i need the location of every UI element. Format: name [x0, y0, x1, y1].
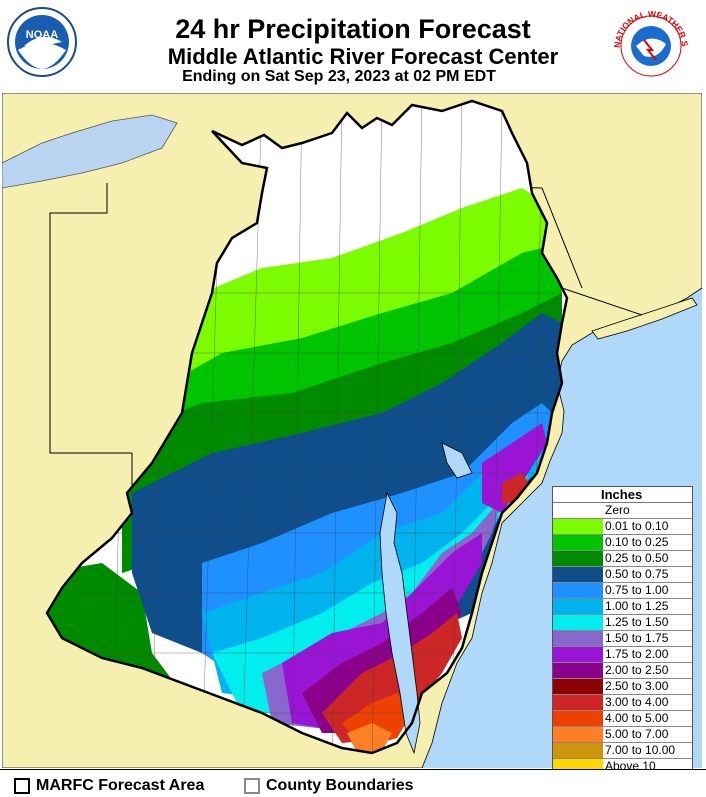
- legend-swatch: [553, 679, 603, 694]
- forecast-area-box-icon: [14, 778, 30, 794]
- legend-label: 2.50 to 3.00: [605, 679, 669, 693]
- legend-swatch: [553, 615, 603, 630]
- forecast-area-key: MARFC Forecast Area: [14, 777, 204, 795]
- legend-item: 7.00 to 10.00: [553, 742, 692, 758]
- legend-item: 5.00 to 7.00: [553, 726, 692, 742]
- legend-item: 0.10 to 0.25: [553, 534, 692, 550]
- legend-label: 5.00 to 7.00: [605, 727, 669, 741]
- legend-swatch: [553, 583, 603, 598]
- legend-item: 2.00 to 2.50: [553, 662, 692, 678]
- legend-label: 0.01 to 0.10: [605, 519, 669, 533]
- noaa-logo-icon: NOAA: [7, 7, 77, 77]
- map-canvas: [2, 93, 702, 768]
- legend-swatch: [553, 711, 603, 726]
- legend-label: 1.50 to 1.75: [605, 631, 669, 645]
- county-boundaries-label: County Boundaries: [266, 777, 414, 794]
- legend-item: 0.01 to 0.10: [553, 518, 692, 534]
- lake-ontario: [2, 114, 178, 189]
- legend-label: 7.00 to 10.00: [605, 743, 676, 757]
- legend-label: 0.50 to 0.75: [605, 567, 669, 581]
- noaa-logo-text: NOAA: [26, 29, 58, 41]
- legend-label: 0.10 to 0.25: [605, 535, 669, 549]
- long-island: [591, 297, 698, 340]
- forecast-area-label: MARFC Forecast Area: [36, 777, 205, 794]
- legend-swatch: [553, 663, 603, 678]
- legend-item: 3.00 to 4.00: [553, 694, 692, 710]
- precipitation-map: [2, 93, 702, 768]
- legend-item: 0.50 to 0.75: [553, 566, 692, 582]
- legend-item: 1.25 to 1.50: [553, 614, 692, 630]
- legend-label: 1.00 to 1.25: [605, 599, 669, 613]
- legend-swatch: [553, 567, 603, 582]
- legend-item: Zero: [553, 503, 692, 518]
- page-title: 24 hr Precipitation Forecast: [175, 14, 531, 44]
- legend-swatch: [553, 551, 603, 566]
- legend-item: 1.75 to 2.00: [553, 646, 692, 662]
- legend-label: Zero: [605, 503, 630, 517]
- legend-item: 0.75 to 1.00: [553, 582, 692, 598]
- legend-item: 0.25 to 0.50: [553, 550, 692, 566]
- legend-swatch: [553, 503, 603, 518]
- legend-item: 2.50 to 3.00: [553, 678, 692, 694]
- legend-label: 1.25 to 1.50: [605, 615, 669, 629]
- header: NOAA 24 hr Precipitation Forecast Middle…: [0, 0, 706, 92]
- legend-label: 0.25 to 0.50: [605, 551, 669, 565]
- bays: [379, 442, 473, 755]
- legend-swatch: [553, 631, 603, 646]
- marfc-outline: [45, 99, 569, 755]
- legend-label: 4.00 to 5.00: [605, 711, 669, 725]
- legend-swatch: [553, 647, 603, 662]
- county-boundaries: [62, 101, 562, 753]
- valid-time: Ending on Sat Sep 23, 2023 at 02 PM EDT: [182, 68, 496, 85]
- legend-label: 2.00 to 2.50: [605, 663, 669, 677]
- legend-label: 1.75 to 2.00: [605, 647, 669, 661]
- legend-swatch: [553, 743, 603, 758]
- legend-title: Inches: [553, 487, 692, 503]
- page-subtitle: Middle Atlantic River Forecast Center: [167, 44, 559, 69]
- legend-swatch: [553, 599, 603, 614]
- legend-label: 3.00 to 4.00: [605, 695, 669, 709]
- legend-item: 1.00 to 1.25: [553, 598, 692, 614]
- footer-key: MARFC Forecast Area County Boundaries: [0, 769, 706, 797]
- legend-swatch: [553, 535, 603, 550]
- legend-swatch: [553, 727, 603, 742]
- legend-swatch: [553, 695, 603, 710]
- legend-item: 1.50 to 1.75: [553, 630, 692, 646]
- legend-label: 0.75 to 1.00: [605, 583, 669, 597]
- legend-item: 4.00 to 5.00: [553, 710, 692, 726]
- legend-swatch: [553, 519, 603, 534]
- county-boundaries-key: County Boundaries: [244, 777, 414, 795]
- precip-legend: Inches Zero 0.01 to 0.10 0.10 to 0.25 0.25 …: [552, 486, 693, 775]
- county-box-icon: [244, 778, 260, 794]
- nws-logo-icon: NATIONAL WEATHER SERVICE: [606, 4, 690, 77]
- legend-rows: Zero 0.01 to 0.10 0.10 to 0.25 0.25 to 0.50…: [553, 503, 692, 774]
